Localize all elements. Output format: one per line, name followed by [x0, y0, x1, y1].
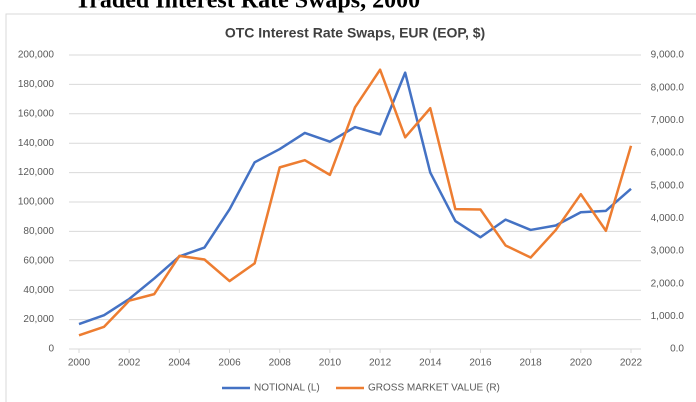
y-tick-label: 60,000: [23, 255, 54, 266]
y2-tick-label: 4,000.0: [651, 213, 685, 224]
y-tick-label: 20,000: [23, 314, 54, 325]
y2-tick-label: 8,000.0: [651, 82, 685, 93]
y2-tick-label: 0.0: [670, 344, 684, 355]
x-tick-label: 2010: [319, 358, 342, 369]
y2-tick-label: 3,000.0: [651, 246, 685, 257]
y2-tick-label: 1,000.0: [651, 311, 685, 322]
legend-label: NOTIONAL (L): [254, 383, 320, 394]
x-tick-label: 2006: [218, 358, 241, 369]
y2-tick-label: 2,000.0: [651, 278, 685, 289]
chart-frame: [5, 13, 696, 402]
x-tick-label: 2016: [469, 358, 492, 369]
y-tick-label: 40,000: [23, 285, 54, 296]
y2-tick-label: 7,000.0: [651, 115, 685, 126]
x-tick-label: 2018: [520, 358, 543, 369]
x-tick-label: 2022: [620, 358, 643, 369]
x-tick-label: 2004: [168, 358, 191, 369]
y-tick-label: 80,000: [23, 226, 54, 237]
y2-tick-label: 5,000.0: [651, 180, 685, 191]
y-tick-label: 160,000: [18, 108, 55, 119]
chart-title: OTC Interest Rate Swaps, EUR (EOP, $): [225, 25, 485, 41]
x-tick-label: 2008: [269, 358, 292, 369]
y2-tick-label: 6,000.0: [651, 148, 685, 159]
y-tick-label: 0: [48, 344, 54, 355]
page-heading: Traded Interest Rate Swaps, 2000: [75, 0, 420, 14]
series-line: [78, 68, 633, 337]
x-tick-label: 2000: [68, 358, 91, 369]
legend-label: GROSS MARKET VALUE (R): [368, 383, 500, 394]
y-tick-label: 180,000: [18, 79, 55, 90]
y2-tick-label: 9,000.0: [651, 50, 685, 61]
series-line: [78, 71, 632, 326]
y-tick-label: 200,000: [18, 50, 55, 61]
x-tick-label: 2020: [570, 358, 593, 369]
y-tick-label: 140,000: [18, 138, 55, 149]
x-tick-label: 2002: [118, 358, 141, 369]
y-tick-label: 100,000: [18, 197, 55, 208]
x-tick-label: 2014: [419, 358, 442, 369]
x-tick-label: 2012: [369, 358, 392, 369]
y-tick-label: 120,000: [18, 167, 55, 178]
